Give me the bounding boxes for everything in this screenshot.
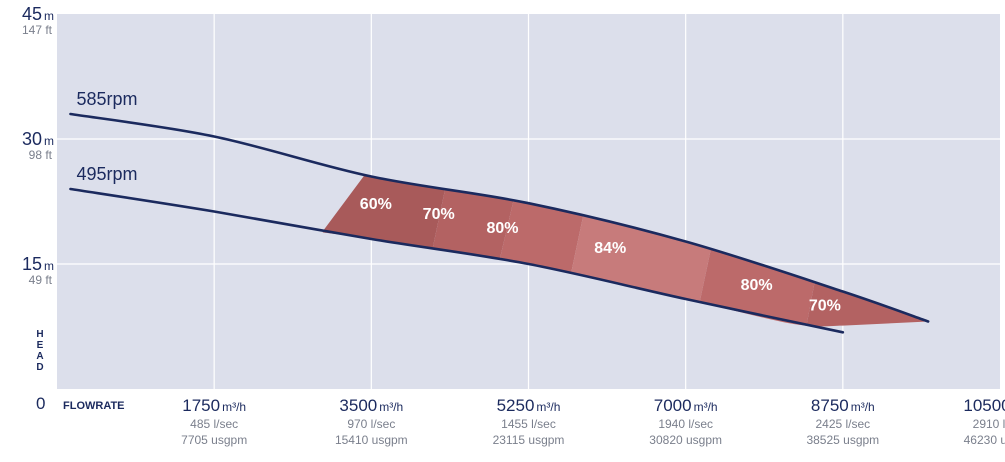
origin-label: 0 — [36, 394, 45, 413]
y-tick-value: 45 — [22, 4, 42, 24]
x-tick-usgpm: 23115 usgpm — [493, 433, 565, 447]
x-tick-label: 5250 m³/h — [497, 396, 561, 415]
rpm-curve-labels: 585rpm 495rpm — [76, 89, 137, 184]
curve-label: 585rpm — [76, 89, 137, 109]
x-tick-unit: m³/h — [379, 400, 403, 414]
x-axis-title: FLOWRATE — [63, 400, 125, 412]
x-tick-usgpm: 15410 usgpm — [335, 433, 408, 447]
x-tick-lsec: 2910 l/sec — [973, 417, 1005, 431]
y-tick-label: 30 m — [22, 129, 54, 149]
rpm-curves — [69, 112, 930, 334]
y-axis-title-letter: E — [37, 340, 44, 351]
y-axis-title-letter: A — [36, 351, 43, 362]
efficiency-label: 60% — [360, 196, 392, 213]
x-tick-lsec: 1940 l/sec — [658, 417, 713, 431]
x-tick-lsec: 970 l/sec — [347, 417, 395, 431]
x-tick-unit: m³/h — [851, 400, 875, 414]
x-tick-label: 1750 m³/h — [182, 396, 246, 415]
efficiency-label: 70% — [423, 206, 455, 223]
x-tick-lsec: 485 l/sec — [190, 417, 238, 431]
x-tick-lsec: 1455 l/sec — [501, 417, 556, 431]
curve-585rpm — [69, 112, 930, 323]
curve-495rpm — [69, 187, 845, 334]
x-tick-usgpm: 7705 usgpm — [181, 433, 247, 447]
y-tick-label: 45 m — [22, 4, 54, 24]
y-tick-value: 15 — [22, 254, 42, 274]
efficiency-labels: 60% 70% 80% 84% 80% 70% — [360, 196, 841, 315]
x-tick-label: 3500 m³/h — [339, 396, 403, 415]
y-tick-feet: 98 ft — [29, 148, 53, 162]
x-tick-lsec: 2425 l/sec — [815, 417, 870, 431]
x-tick-usgpm: 30820 usgpm — [649, 433, 722, 447]
x-tick-unit: m³/h — [222, 400, 246, 414]
x-tick-value: 1750 — [182, 396, 220, 415]
y-tick-label: 15 m — [22, 254, 54, 274]
x-tick-value: 3500 — [339, 396, 377, 415]
y-tick-value: 30 — [22, 129, 42, 149]
x-tick-value: 5250 — [497, 396, 535, 415]
y-tick-feet: 49 ft — [29, 273, 53, 287]
efficiency-label: 84% — [594, 240, 626, 257]
y-tick-feet: 147 ft — [22, 23, 53, 37]
x-tick-value: 7000 — [654, 396, 692, 415]
y-axis-title-letter: D — [36, 362, 43, 373]
x-tick-value: 8750 — [811, 396, 849, 415]
y-axis-title-letter: H — [36, 329, 43, 340]
efficiency-label: 70% — [809, 298, 841, 315]
efficiency-label: 80% — [486, 220, 518, 237]
efficiency-label: 80% — [741, 277, 773, 294]
x-tick-label: 8750 m³/h — [811, 396, 875, 415]
x-tick-usgpm: 46230 usgpm — [964, 433, 1005, 447]
x-tick-unit: m³/h — [536, 400, 560, 414]
y-tick-unit: m — [44, 134, 54, 148]
x-tick-unit: m³/h — [694, 400, 718, 414]
x-tick-value: 10500 — [963, 396, 1005, 415]
x-tick-label: 7000 m³/h — [654, 396, 718, 415]
curve-label: 495rpm — [76, 164, 137, 184]
x-tick-label: 10500m³/h — [963, 396, 1005, 415]
x-tick-usgpm: 38525 usgpm — [806, 433, 879, 447]
y-tick-unit: m — [44, 259, 54, 273]
y-tick-unit: m — [44, 9, 54, 23]
